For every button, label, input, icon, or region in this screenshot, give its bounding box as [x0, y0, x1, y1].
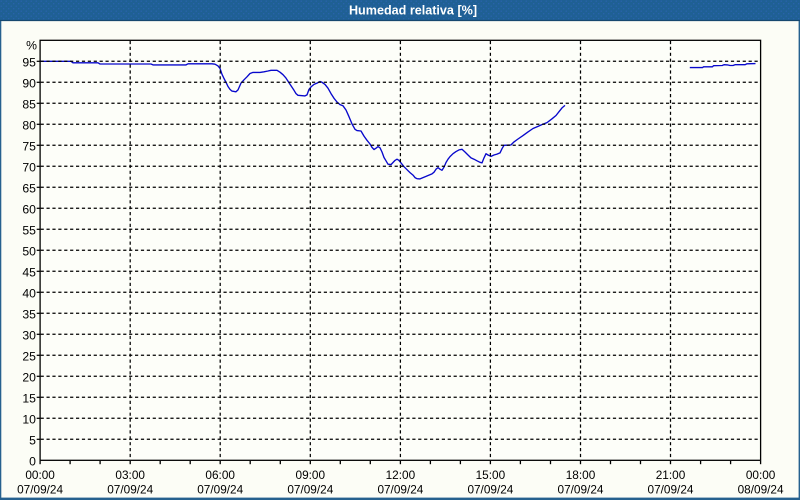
svg-text:65: 65 [22, 182, 36, 196]
svg-text:07/09/24: 07/09/24 [558, 482, 604, 496]
svg-text:09:00: 09:00 [296, 468, 326, 482]
svg-text:50: 50 [22, 245, 36, 259]
svg-text:75: 75 [22, 140, 36, 154]
svg-text:00:00: 00:00 [25, 468, 55, 482]
svg-text:90: 90 [22, 77, 36, 91]
svg-text:07/09/24: 07/09/24 [648, 482, 694, 496]
svg-text:85: 85 [22, 98, 36, 112]
svg-text:20: 20 [22, 371, 36, 385]
svg-text:07/09/24: 07/09/24 [17, 482, 63, 496]
svg-text:15:00: 15:00 [476, 468, 506, 482]
svg-text:03:00: 03:00 [115, 468, 145, 482]
svg-text:00:00: 00:00 [746, 468, 776, 482]
svg-text:0: 0 [29, 455, 36, 469]
svg-text:80: 80 [22, 119, 36, 133]
svg-text:18:00: 18:00 [566, 468, 596, 482]
svg-text:70: 70 [22, 161, 36, 175]
svg-text:12:00: 12:00 [386, 468, 416, 482]
svg-text:07/09/24: 07/09/24 [197, 482, 243, 496]
svg-text:45: 45 [22, 266, 36, 280]
svg-text:15: 15 [22, 392, 36, 406]
svg-text:35: 35 [22, 308, 36, 322]
svg-text:60: 60 [22, 203, 36, 217]
svg-text:06:00: 06:00 [205, 468, 235, 482]
svg-text:5: 5 [29, 434, 36, 448]
svg-text:25: 25 [22, 350, 36, 364]
svg-text:21:00: 21:00 [656, 468, 686, 482]
svg-text:10: 10 [22, 413, 36, 427]
svg-text:07/09/24: 07/09/24 [377, 482, 423, 496]
svg-text:%: % [26, 39, 37, 53]
svg-text:08/09/24: 08/09/24 [738, 482, 784, 496]
svg-text:07/09/24: 07/09/24 [107, 482, 153, 496]
svg-text:Humedad relativa [%]: Humedad relativa [%] [349, 4, 477, 18]
svg-text:30: 30 [22, 329, 36, 343]
svg-text:95: 95 [22, 56, 36, 70]
svg-text:40: 40 [22, 287, 36, 301]
svg-text:07/09/24: 07/09/24 [467, 482, 513, 496]
svg-text:07/09/24: 07/09/24 [287, 482, 333, 496]
svg-text:55: 55 [22, 224, 36, 238]
